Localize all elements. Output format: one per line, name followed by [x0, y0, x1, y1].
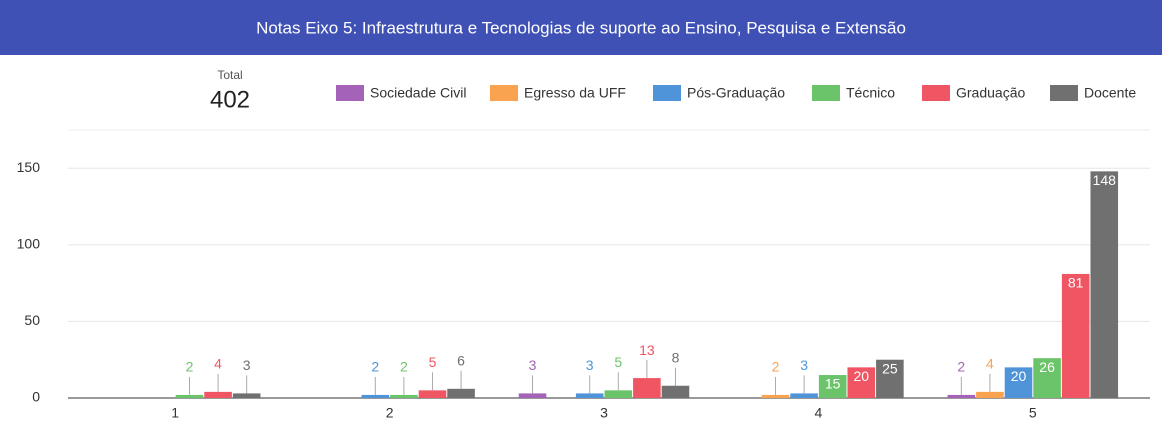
- bar: [1090, 171, 1119, 398]
- legend-swatch: [1050, 85, 1078, 101]
- bar: [575, 393, 604, 398]
- y-tick-label: 50: [24, 312, 40, 328]
- bar: [761, 394, 790, 398]
- data-label: 3: [529, 357, 537, 373]
- bar: [790, 393, 818, 398]
- bar: [1061, 273, 1090, 398]
- data-label: 20: [1011, 368, 1027, 384]
- total-label: Total: [217, 68, 242, 82]
- data-label: 3: [586, 357, 594, 373]
- x-tick-label: 4: [815, 405, 823, 421]
- legend-label: Egresso da UFF: [524, 85, 626, 101]
- bar: [818, 375, 847, 398]
- x-tick-label: 2: [386, 405, 394, 421]
- bar: [976, 391, 1004, 398]
- data-label: 15: [825, 376, 841, 392]
- chart-title: Notas Eixo 5: Infraestrutura e Tecnologi…: [256, 18, 906, 37]
- x-tick-label: 1: [171, 405, 179, 421]
- bar: [361, 394, 390, 398]
- y-tick-label: 100: [17, 236, 41, 252]
- legend-swatch: [922, 85, 950, 101]
- legend-label: Graduação: [956, 85, 1025, 101]
- data-label: 8: [672, 349, 680, 365]
- data-label: 13: [639, 342, 655, 358]
- legend-label: Pós-Graduação: [687, 85, 785, 101]
- total-value: 402: [210, 86, 250, 113]
- header-bar: [0, 0, 1162, 55]
- data-label: 2: [957, 359, 965, 375]
- data-label: 2: [400, 359, 408, 375]
- data-label: 2: [371, 359, 379, 375]
- bar: [847, 367, 876, 398]
- legend-label: Sociedade Civil: [370, 85, 467, 101]
- legend-label: Técnico: [846, 85, 895, 101]
- bar: [447, 388, 475, 398]
- data-label: 3: [243, 357, 251, 373]
- data-label: 3: [800, 357, 808, 373]
- legend-swatch: [336, 85, 364, 101]
- bar: [232, 393, 261, 398]
- data-label: 5: [614, 354, 622, 370]
- y-tick-label: 150: [17, 159, 41, 175]
- bar: [661, 385, 690, 398]
- data-label: 26: [1039, 359, 1055, 375]
- data-label: 25: [882, 360, 898, 376]
- x-tick-label: 3: [600, 405, 608, 421]
- data-label: 20: [853, 368, 869, 384]
- bar: [1033, 358, 1061, 398]
- bar: [204, 391, 232, 398]
- data-label: 4: [214, 356, 222, 372]
- bar: [604, 390, 633, 398]
- data-label: 148: [1093, 172, 1117, 188]
- bar: [518, 393, 547, 398]
- bar: [947, 394, 976, 398]
- bar: [876, 359, 904, 398]
- legend-swatch: [812, 85, 840, 101]
- bar: [418, 390, 447, 398]
- data-label: 4: [986, 356, 994, 372]
- bar: [175, 394, 204, 398]
- data-label: 2: [186, 359, 194, 375]
- data-label: 5: [429, 354, 437, 370]
- data-label: 6: [457, 353, 465, 369]
- bar: [633, 378, 661, 398]
- bar: [390, 394, 418, 398]
- legend-swatch: [653, 85, 681, 101]
- y-tick-label: 0: [32, 389, 40, 405]
- legend-label: Docente: [1084, 85, 1136, 101]
- bar: [1004, 367, 1033, 398]
- legend-swatch: [490, 85, 518, 101]
- data-label: 81: [1068, 275, 1084, 291]
- data-label: 2: [772, 359, 780, 375]
- x-tick-label: 5: [1029, 405, 1037, 421]
